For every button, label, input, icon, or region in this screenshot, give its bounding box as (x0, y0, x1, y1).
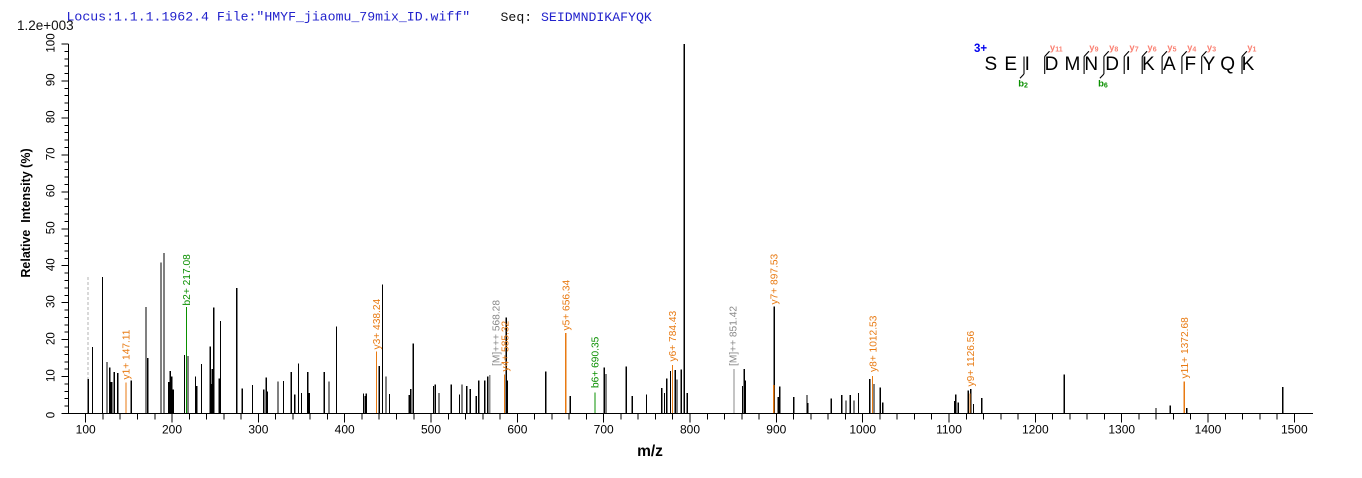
svg-text:y1: y1 (1247, 43, 1256, 54)
svg-text:SEIDMNDIKAFYQK: SEIDMNDIKAFYQK (541, 10, 652, 25)
svg-text:K: K (1142, 54, 1155, 75)
svg-text:Y: Y (1203, 54, 1216, 75)
svg-text:y3: y3 (1207, 43, 1216, 54)
svg-text:10: 10 (46, 369, 58, 382)
svg-text:y9: y9 (1089, 43, 1098, 54)
svg-text:1200: 1200 (1022, 423, 1049, 437)
svg-text:1300: 1300 (1108, 423, 1135, 437)
svg-text:1400: 1400 (1195, 423, 1222, 437)
svg-text:600: 600 (507, 423, 527, 437)
svg-text:20: 20 (46, 332, 58, 345)
svg-text:Seq:: Seq: (501, 10, 533, 25)
svg-text:Q: Q (1220, 54, 1235, 75)
svg-text:b2: b2 (1018, 79, 1028, 90)
svg-text:y9+ 1126.56: y9+ 1126.56 (966, 331, 977, 387)
svg-text:y5: y5 (1167, 43, 1176, 54)
svg-text:[M]+++ 568.28: [M]+++ 568.28 (492, 300, 503, 366)
svg-text:y8: y8 (1109, 43, 1118, 54)
svg-text:b6: b6 (1098, 79, 1108, 90)
svg-text:S: S (985, 54, 998, 75)
svg-text:I: I (1025, 54, 1030, 75)
svg-text:800: 800 (680, 423, 700, 437)
svg-text:M: M (1064, 54, 1080, 75)
svg-text:[M]++ 851.42: [M]++ 851.42 (728, 306, 739, 366)
svg-text:100: 100 (46, 33, 58, 52)
svg-text:200: 200 (162, 423, 182, 437)
svg-text:b2+ 217.08: b2+ 217.08 (182, 254, 193, 306)
svg-text:y6: y6 (1147, 43, 1156, 54)
svg-text:I: I (1125, 54, 1130, 75)
svg-text:y7+ 897.53: y7+ 897.53 (770, 253, 781, 304)
svg-text:30: 30 (46, 295, 58, 308)
svg-text:3+: 3+ (974, 43, 987, 55)
svg-text:y4+ 585.32: y4+ 585.32 (501, 320, 512, 371)
svg-text:D: D (1045, 54, 1059, 75)
svg-text:100: 100 (76, 423, 96, 437)
svg-text:40: 40 (46, 258, 58, 271)
svg-text:60: 60 (46, 184, 58, 197)
svg-text:y1+ 147.11: y1+ 147.11 (122, 329, 133, 379)
svg-text:400: 400 (335, 423, 355, 437)
svg-text:y11: y11 (1050, 43, 1063, 54)
svg-text:300: 300 (248, 423, 268, 437)
svg-text:K: K (1242, 54, 1255, 75)
svg-text:1000: 1000 (849, 423, 876, 437)
svg-text:90: 90 (46, 74, 58, 87)
svg-text:D: D (1105, 54, 1119, 75)
svg-text:700: 700 (594, 423, 614, 437)
svg-text:A: A (1163, 54, 1176, 75)
svg-text:y7: y7 (1129, 43, 1138, 54)
svg-text:0: 0 (46, 412, 58, 418)
svg-text:m/z: m/z (637, 443, 663, 460)
svg-text:y6+ 784.43: y6+ 784.43 (668, 310, 679, 361)
svg-text:y11+ 1372.68: y11+ 1372.68 (1180, 317, 1191, 379)
svg-text:E: E (1004, 54, 1017, 75)
svg-text:50: 50 (46, 221, 58, 234)
svg-text:70: 70 (46, 148, 58, 161)
svg-text:y4: y4 (1187, 43, 1196, 54)
svg-text:y3+ 438.24: y3+ 438.24 (372, 298, 383, 349)
svg-text:1500: 1500 (1281, 423, 1308, 437)
svg-text:500: 500 (421, 423, 441, 437)
svg-text:Relative Intensity (%): Relative Intensity (%) (19, 148, 33, 277)
svg-text:b6+ 690.35: b6+ 690.35 (591, 336, 602, 388)
svg-text:y5+ 656.34: y5+ 656.34 (561, 279, 572, 330)
svg-text:80: 80 (46, 111, 58, 124)
svg-text:N: N (1084, 54, 1098, 75)
svg-text:900: 900 (766, 423, 786, 437)
svg-text:1100: 1100 (936, 423, 962, 437)
svg-text:y8+ 1012.53: y8+ 1012.53 (868, 315, 879, 372)
svg-text:Locus:1.1.1.1962.4 File:"HMYF_: Locus:1.1.1.1962.4 File:"HMYF_jiaomu_79m… (67, 10, 471, 25)
svg-text:F: F (1184, 54, 1196, 75)
svg-text:1.2e+003: 1.2e+003 (17, 18, 74, 33)
